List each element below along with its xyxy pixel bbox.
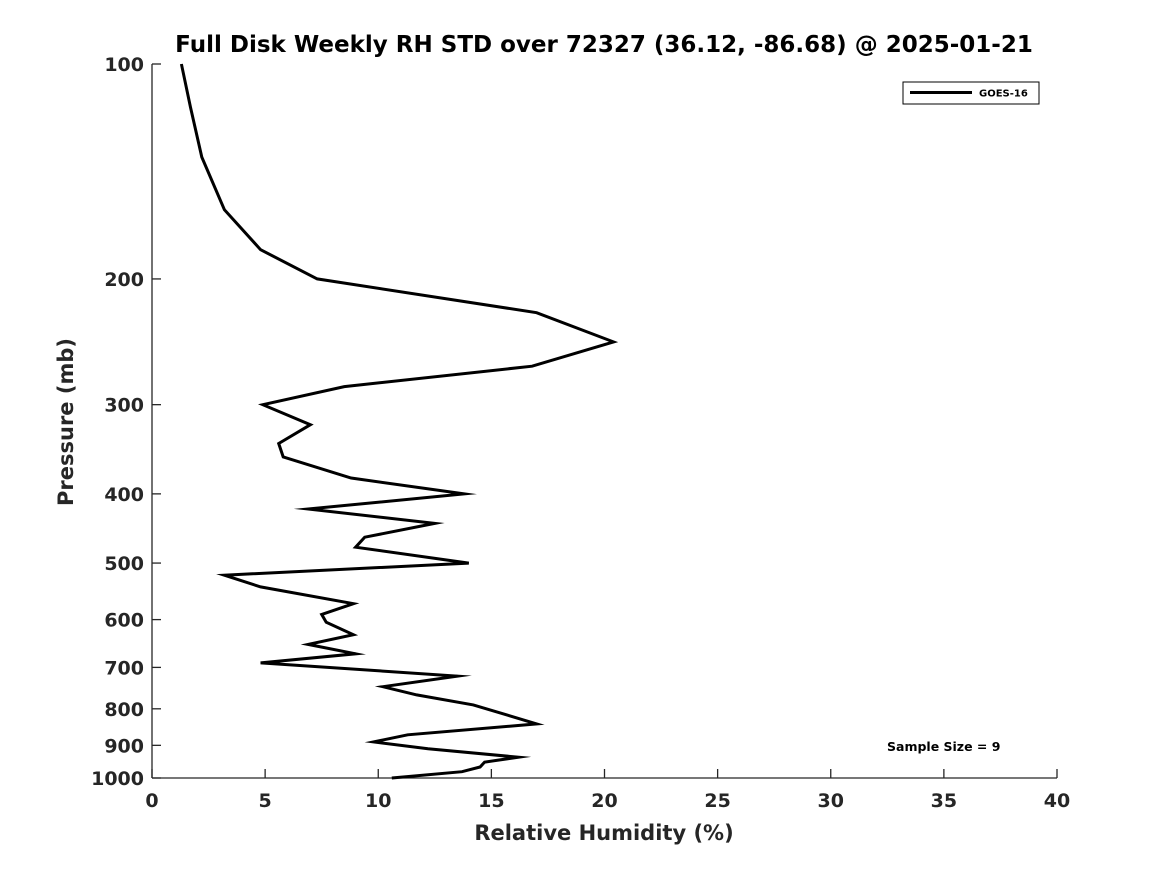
y-tick-label: 200 [104, 269, 144, 291]
y-tick-label: 1000 [91, 768, 144, 790]
y-tick-label: 900 [104, 735, 144, 757]
y-tick-label: 300 [104, 395, 144, 417]
x-tick-label: 15 [478, 790, 504, 812]
legend-entry-goes-16: GOES-16 [979, 89, 1028, 100]
y-tick-label: 100 [104, 54, 144, 76]
x-tick-label: 30 [818, 790, 844, 812]
sample-size-annotation: Sample Size = 9 [887, 739, 1000, 754]
chart-title: Full Disk Weekly RH STD over 72327 (36.1… [175, 32, 1033, 58]
y-tick-label: 500 [104, 553, 144, 575]
x-tick-label: 5 [259, 790, 272, 812]
x-tick-label: 25 [704, 790, 730, 812]
x-tick-label: 40 [1044, 790, 1070, 812]
x-tick-label: 20 [591, 790, 617, 812]
x-axis-ticks: 0 5 10 15 20 25 30 35 40 [145, 769, 1070, 812]
x-axis-label: Relative Humidity (%) [474, 821, 733, 845]
y-tick-label: 800 [104, 699, 144, 721]
x-tick-label: 0 [145, 790, 158, 812]
series-line-goes-16 [179, 63, 619, 780]
y-axis-label: Pressure (mb) [54, 338, 78, 506]
y-tick-label: 700 [104, 657, 144, 679]
y-tick-label: 400 [104, 484, 144, 506]
x-tick-label: 35 [931, 790, 957, 812]
x-tick-label: 10 [365, 790, 391, 812]
series-layer [179, 63, 619, 780]
legend: GOES-16 [902, 81, 1040, 105]
axes [151, 64, 1057, 779]
y-axis-ticks: 100 200 300 400 500 600 700 800 900 1000 [91, 54, 161, 790]
y-tick-label: 600 [104, 610, 144, 632]
